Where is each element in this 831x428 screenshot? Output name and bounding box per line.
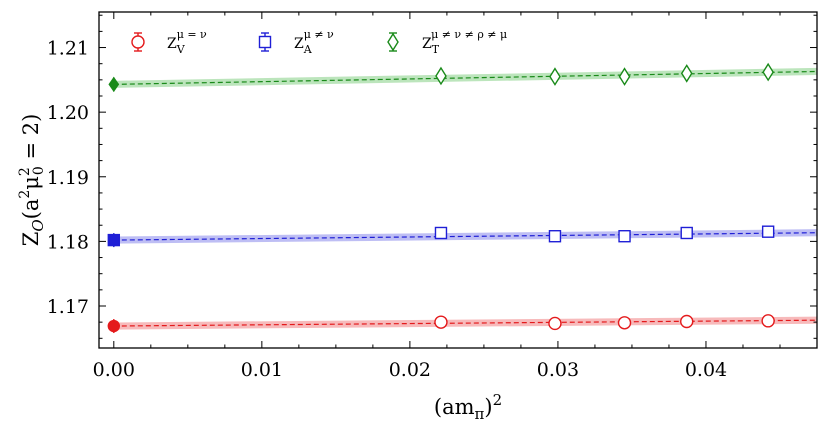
data-point [617, 316, 632, 330]
plot-frame [98, 11, 818, 349]
axis-ticks [99, 12, 818, 348]
data-point [548, 316, 562, 331]
data-markers [107, 62, 775, 334]
data-point [618, 230, 631, 243]
legend-marker [258, 35, 272, 49]
legend-marker [131, 35, 145, 49]
data-point [434, 226, 448, 240]
legend-label: ZAμ ≠ ν [294, 28, 334, 56]
fit-band [113, 67, 817, 88]
y-tick-label: 1.20 [47, 102, 89, 124]
fit-band [113, 229, 817, 244]
data-point [762, 62, 774, 82]
legend-label: ZVμ = ν [167, 28, 207, 56]
data-point [435, 66, 447, 86]
data-point [761, 225, 775, 238]
y-axis-label: ZO(a2μ20 = 2) [17, 114, 47, 247]
legend-entry: ZVμ = ν [131, 28, 207, 56]
data-point [434, 315, 448, 329]
fit-lines [113, 70, 818, 327]
x-axis-label: (amπ)2 [434, 391, 502, 423]
extrapolated-point [107, 319, 121, 333]
data-point [548, 230, 562, 243]
fit-band [113, 316, 817, 330]
data-point [680, 64, 693, 83]
y-tick-label: 1.19 [47, 167, 89, 189]
data-point [618, 67, 631, 86]
y-tick-label: 1.21 [47, 38, 89, 60]
fit-line [113, 319, 818, 327]
y-tick-label: 1.18 [47, 231, 89, 253]
extrapolated-point [107, 233, 121, 247]
x-tick-label: 0.01 [241, 359, 283, 381]
fit-bands [113, 67, 817, 330]
y-tick-label: 1.17 [47, 296, 89, 318]
x-tick-label: 0.04 [685, 359, 727, 381]
data-point [680, 314, 694, 329]
legend: ZVμ = ν ZAμ ≠ ν ZTμ ≠ ν ≠ ρ ≠ μ [131, 28, 507, 56]
fit-line [113, 232, 818, 241]
data-point [549, 67, 561, 86]
legend-entry: ZAμ ≠ ν [258, 28, 334, 56]
fit-line [113, 70, 818, 85]
data-point [680, 226, 693, 240]
legend-marker [387, 32, 399, 52]
x-tick-label: 0.03 [537, 359, 579, 381]
tick-labels: 0.00 0.01 0.02 0.03 0.04 1.17 1.18 1.19 1.20 1.21 [47, 38, 727, 381]
legend-entry: ZTμ ≠ ν ≠ ρ ≠ μ [387, 28, 507, 56]
data-point [761, 314, 775, 328]
extrapolated-point [108, 76, 120, 93]
legend-label: ZTμ ≠ ν ≠ ρ ≠ μ [422, 28, 507, 56]
x-tick-label: 0.00 [93, 359, 135, 381]
x-tick-label: 0.02 [389, 359, 431, 381]
